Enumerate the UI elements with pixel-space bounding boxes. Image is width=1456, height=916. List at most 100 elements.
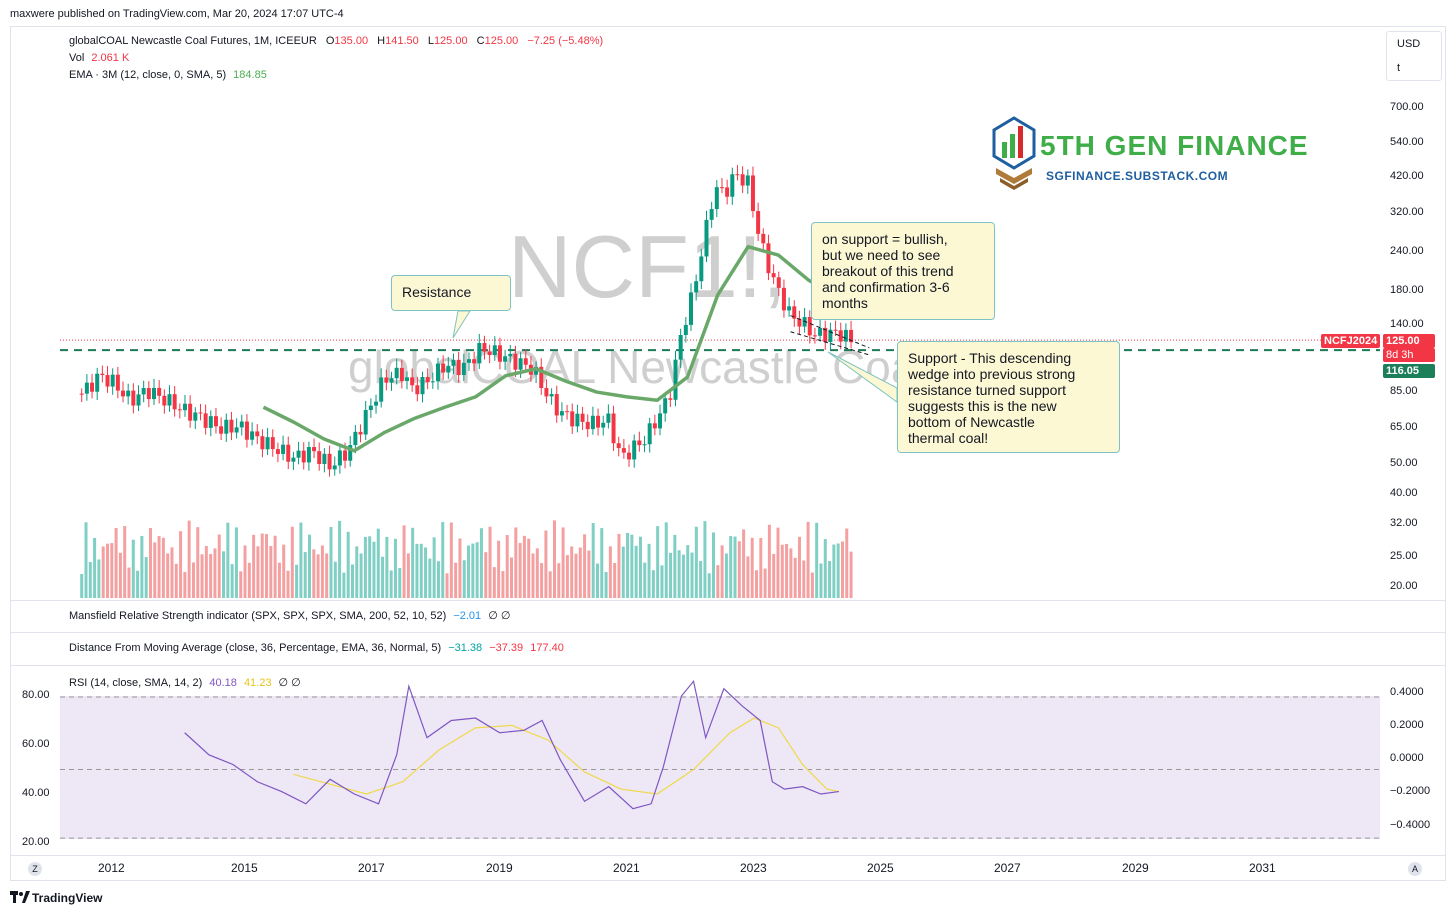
symbol-name[interactable]: globalCOAL Newcastle Coal Futures, 1M, I… (69, 35, 317, 47)
mansfield-label[interactable]: Mansfield Relative Strength indicator (S… (69, 610, 447, 622)
candle-body (559, 411, 564, 416)
mansfield-legend: Mansfield Relative Strength indicator (S… (69, 609, 510, 622)
candle-body (255, 431, 260, 437)
price-axis-label: 320.00 (1390, 206, 1424, 219)
candle-body (497, 345, 502, 362)
volume-bar (548, 571, 552, 598)
candle-body (575, 413, 580, 427)
volume-bar (200, 554, 204, 598)
price-axis-label: 540.00 (1390, 135, 1424, 148)
candle-body (740, 174, 745, 186)
candle-body (296, 450, 301, 458)
volume-bar (479, 528, 483, 598)
contract-tag: NCFJ2024 (1321, 334, 1381, 348)
legend-line: globalCOAL Newcastle Coal Futures, 1M, I… (69, 35, 603, 47)
time-axis-label: 2017 (358, 861, 385, 875)
rsi-label[interactable]: RSI (14, close, SMA, 14, 2) (69, 677, 203, 689)
brand-logo-icon (992, 116, 1036, 190)
close-value: 125.00 (484, 35, 519, 47)
time-axis-label: 2015 (231, 861, 258, 875)
volume-bar (187, 520, 191, 598)
resistance-callout[interactable]: Resistance (391, 275, 511, 311)
auto-scale-button[interactable]: A (1408, 862, 1422, 876)
candle-body (265, 437, 270, 450)
volume-bar (540, 563, 544, 598)
time-axis[interactable]: 2012 2015 2017 2019 2021 2023 2025 2027 2029 2031 (0, 856, 1380, 880)
candle-body (709, 209, 714, 220)
z-button[interactable]: Z (28, 862, 42, 876)
rsi-right-axis-label: −0.2000 (1390, 785, 1431, 797)
candle-body (688, 292, 693, 325)
candle-body (750, 175, 755, 212)
volume-bar (750, 537, 754, 598)
volume-bar (252, 534, 256, 598)
candle-body (658, 413, 663, 429)
volume-bar (277, 562, 281, 598)
price-axis[interactable]: 700.00 540.00 420.00 320.00 240.00 180.00 140.… (1386, 0, 1446, 600)
volume-bar (105, 543, 109, 598)
rsi-chart[interactable] (60, 670, 1380, 845)
volume-bar (179, 531, 183, 598)
volume-bar (578, 547, 582, 598)
candle-body (461, 362, 466, 376)
candle-body (704, 219, 709, 257)
volume-bar (608, 546, 612, 598)
volume-bar (406, 553, 410, 598)
candle-body (482, 343, 487, 352)
candle-body (456, 359, 461, 376)
volume-bar (471, 543, 475, 598)
volume-bar (488, 526, 492, 598)
low-label: L (427, 35, 434, 47)
volume-bar (570, 546, 574, 598)
dfma-value-1: −31.38 (448, 642, 483, 654)
volume-bar (222, 551, 226, 598)
volume-bar (148, 528, 152, 598)
rsi-ma-line (293, 717, 840, 795)
time-axis-label: 2021 (613, 861, 640, 875)
high-value: 141.50 (385, 35, 419, 47)
volume-bar (716, 565, 720, 598)
change-value: −7.25 (−5.48%) (527, 35, 604, 47)
candle-body (735, 174, 740, 176)
candle-body (823, 327, 828, 343)
brand-title: 5TH GEN FINANCE (1040, 130, 1309, 161)
volume-bar (656, 526, 660, 598)
dfma-value-2: −37.39 (489, 642, 524, 654)
dfma-label[interactable]: Distance From Moving Average (close, 36,… (69, 642, 442, 654)
candle-body (337, 450, 342, 466)
mansfield-value: −2.01 (453, 610, 482, 622)
volume-bar (217, 534, 221, 598)
price-axis-label: 40.00 (1390, 486, 1418, 499)
support-callout[interactable]: Support - This descending wedge into pre… (897, 341, 1120, 453)
volume-bar (673, 534, 677, 598)
candle-body (792, 306, 797, 319)
volume-bar (527, 538, 531, 598)
candle-body (828, 329, 833, 343)
candle-body (322, 453, 327, 465)
candle-body (647, 423, 652, 445)
candle-body (652, 423, 657, 429)
volume-bar (626, 532, 630, 598)
volume-bar (363, 536, 367, 598)
candle-body (441, 363, 446, 373)
volume-bar (234, 527, 238, 598)
volume-bar (531, 553, 535, 598)
candle-body (549, 394, 554, 397)
volume-bar (381, 556, 385, 598)
currency-selector[interactable]: USD t (1386, 31, 1442, 81)
price-chart[interactable] (60, 90, 1380, 600)
volume-bar (660, 565, 664, 598)
pane-divider (10, 600, 1446, 601)
volume-bar (213, 548, 217, 598)
candle-body (585, 421, 590, 430)
candle-body (673, 359, 678, 400)
volume-bar (290, 526, 294, 598)
wedge-upper-line (790, 315, 870, 349)
volume-bar (93, 537, 97, 598)
volume-bar (385, 536, 389, 598)
candle-body (126, 390, 131, 397)
bullish-callout[interactable]: on support = bullish, but we need to see… (811, 222, 995, 320)
volume-bar (621, 546, 625, 598)
volume-bar (561, 527, 565, 598)
candle-body (492, 345, 497, 356)
